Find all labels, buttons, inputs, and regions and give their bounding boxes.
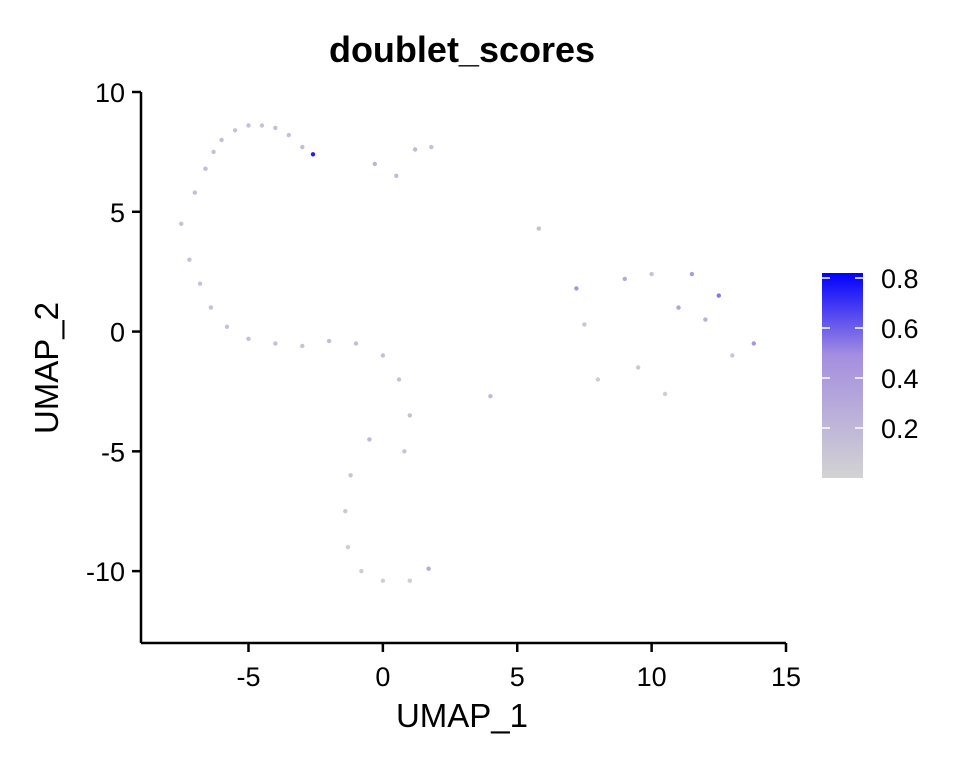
data-point-37 [536, 226, 541, 231]
data-point-11 [286, 132, 291, 138]
data-point-20 [353, 341, 359, 346]
data-point-13 [310, 152, 316, 157]
y-tick-label: -5 [101, 437, 125, 467]
data-point-16 [246, 336, 251, 341]
data-point-42 [622, 276, 627, 282]
x-tick-label: 10 [637, 662, 667, 692]
data-point-46 [703, 317, 708, 322]
data-point-19 [326, 338, 332, 344]
data-point-28 [345, 545, 351, 550]
data-point-39 [574, 286, 579, 291]
data-point-21 [380, 353, 386, 358]
x-tick-label: 15 [771, 662, 801, 692]
data-point-26 [348, 473, 353, 478]
data-point-43 [649, 271, 654, 277]
data-point-6 [219, 137, 224, 143]
colorbar-tick-label: 0.8 [881, 264, 919, 294]
data-point-25 [367, 437, 372, 442]
data-point-7 [232, 128, 238, 133]
colorbar-gradient [822, 273, 863, 478]
data-point-27 [343, 509, 348, 514]
data-point-17 [273, 341, 278, 346]
x-axis-label: UMAP_1 [396, 697, 528, 734]
data-point-48 [730, 353, 735, 358]
data-point-32 [426, 566, 431, 571]
colorbar-legend: 0.8 0.6 0.4 0.2 [822, 264, 919, 478]
colorbar-tick-label: 0.4 [881, 364, 919, 394]
data-point-33 [372, 161, 377, 167]
y-axis-ticks: 10 5 0 -5 -10 [86, 78, 141, 587]
data-point-41 [595, 377, 601, 382]
data-point-0 [179, 221, 184, 226]
y-tick-label: 5 [110, 198, 125, 228]
data-point-10 [273, 125, 278, 131]
data-point-30 [380, 578, 386, 583]
colorbar-tick-label: 0.2 [881, 414, 919, 444]
data-point-4 [203, 166, 208, 171]
data-point-51 [636, 365, 641, 370]
data-point-23 [407, 413, 412, 418]
x-axis-ticks: -5 0 5 10 15 [236, 643, 801, 692]
data-point-18 [300, 343, 305, 349]
data-point-35 [412, 147, 418, 152]
x-tick-label: 0 [375, 662, 390, 692]
scatter-points [179, 123, 756, 583]
data-point-31 [407, 578, 412, 583]
data-point-9 [259, 123, 265, 128]
y-tick-label: 10 [95, 78, 125, 108]
data-point-8 [246, 123, 251, 128]
data-point-45 [689, 271, 695, 277]
data-point-44 [676, 305, 681, 310]
data-point-22 [396, 377, 402, 382]
data-point-34 [394, 173, 399, 178]
data-point-50 [662, 391, 668, 397]
data-point-15 [224, 324, 230, 329]
data-point-12 [300, 144, 305, 150]
data-point-29 [359, 568, 364, 574]
data-point-2 [192, 190, 197, 195]
data-point-24 [402, 449, 407, 454]
data-point-1 [187, 257, 192, 262]
data-point-5 [211, 149, 216, 155]
y-tick-label: -10 [86, 557, 125, 587]
data-point-38 [488, 394, 493, 399]
data-point-14 [208, 305, 214, 310]
data-point-47 [716, 293, 721, 298]
x-tick-label: -5 [236, 662, 260, 692]
data-point-3 [197, 281, 203, 286]
x-tick-label: 5 [510, 662, 525, 692]
y-axis-label: UMAP_2 [28, 302, 65, 434]
colorbar-ticks: 0.8 0.6 0.4 0.2 [822, 264, 919, 444]
data-point-40 [582, 322, 587, 327]
y-tick-label: 0 [110, 318, 125, 348]
colorbar-tick-label: 0.6 [881, 314, 919, 344]
data-point-49 [751, 341, 756, 346]
chart-title: doublet_scores [329, 29, 595, 70]
data-point-36 [429, 144, 434, 150]
